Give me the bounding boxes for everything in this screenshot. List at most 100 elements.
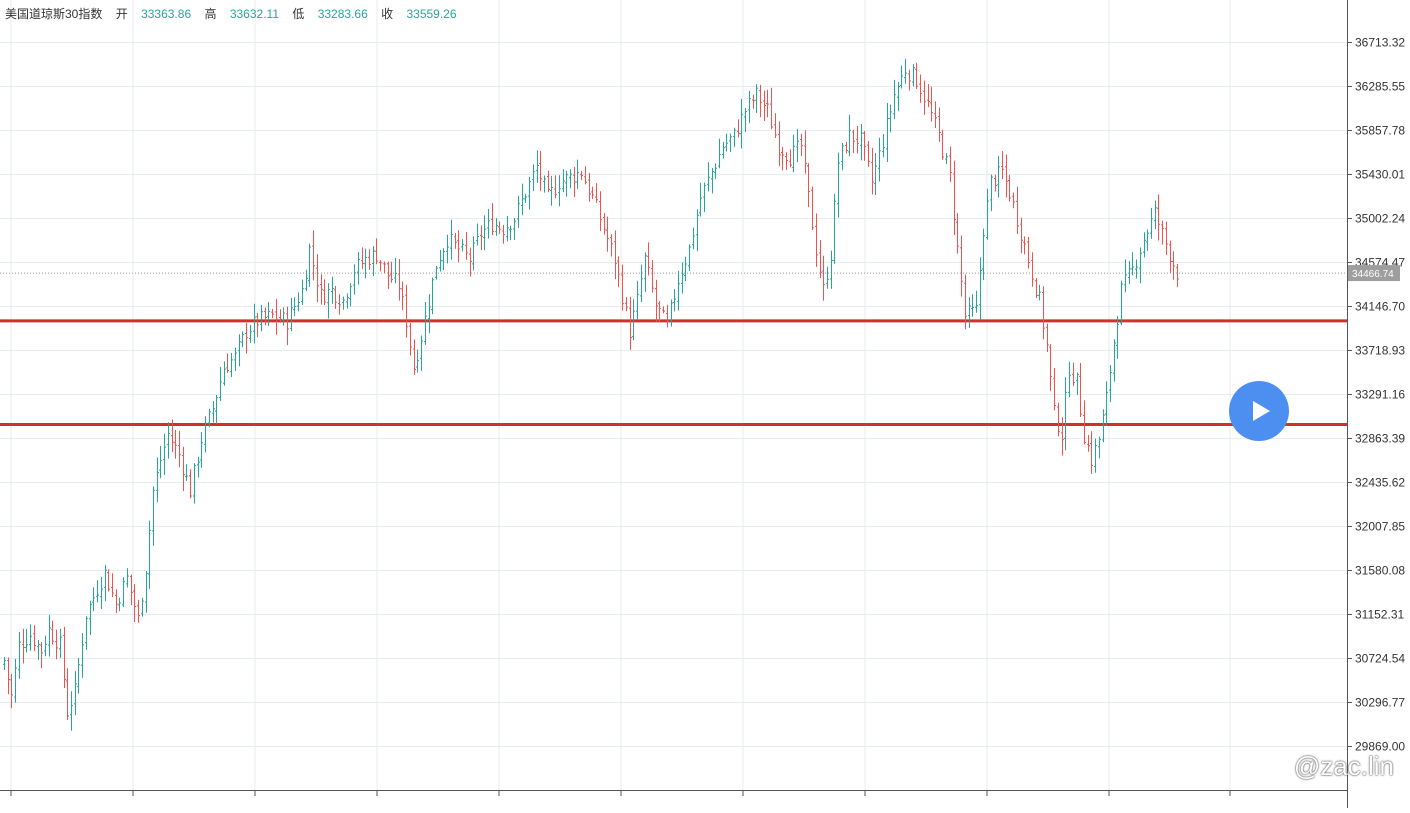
ohlc-bar: [1049, 344, 1052, 392]
ohlc-bar: [655, 279, 658, 322]
ohlc-bar: [115, 589, 118, 614]
ohlc-bar: [1113, 339, 1116, 382]
ohlc-bar: [897, 82, 900, 112]
ohlc-bar: [122, 577, 125, 607]
ohlc-bar: [696, 209, 699, 252]
ohlc-bar: [636, 280, 639, 320]
ohlc-bar: [830, 250, 833, 289]
ohlc-bar: [770, 87, 773, 130]
ohlc-bar: [55, 629, 58, 660]
ohlc-bar: [606, 216, 609, 252]
low-label: 低: [292, 7, 305, 21]
ohlc-bar: [867, 140, 870, 167]
ohlc-bar: [509, 225, 512, 241]
ohlc-bar: [964, 274, 967, 330]
ohlc-bar: [807, 163, 810, 208]
play-button[interactable]: [1229, 381, 1289, 441]
ohlc-bar: [792, 134, 795, 173]
ohlc-bar: [1124, 259, 1127, 293]
ohlc-bar: [521, 183, 524, 216]
ohlc-bar: [1072, 362, 1075, 387]
ohlc-bar: [614, 230, 617, 280]
ohlc-bar: [800, 133, 803, 157]
ohlc-bar: [107, 569, 110, 592]
ohlc-bar: [1157, 194, 1160, 241]
ohlc-bar: [640, 264, 643, 303]
ohlc-bar: [316, 254, 319, 303]
ohlc-bar: [394, 258, 397, 284]
ohlc-bar: [610, 234, 613, 257]
ohlc-bar: [532, 164, 535, 192]
ohlc-bar: [96, 580, 99, 603]
ohlc-bar: [1165, 221, 1168, 256]
ohlc-bar: [264, 307, 267, 326]
ohlc-bar: [1176, 264, 1179, 288]
ohlc-bar: [588, 172, 591, 202]
ohlc-bar: [1094, 438, 1097, 473]
ohlc-bar: [673, 289, 676, 312]
ohlc-bar: [364, 248, 367, 279]
ohlc-bar: [260, 304, 263, 332]
watermark-text: @zac.lin: [1293, 751, 1394, 781]
ohlc-bar: [848, 114, 851, 157]
ohlc-bar: [1008, 174, 1011, 202]
ohlc-bar: [804, 130, 807, 174]
ohlc-bar: [241, 331, 244, 348]
ohlc-bar: [692, 227, 695, 250]
ohlc-bar: [517, 195, 520, 229]
ohlc-bar: [874, 153, 877, 195]
open-value: 33363.86: [141, 7, 192, 21]
ohlc-bar: [934, 101, 937, 128]
ohlc-bar: [565, 170, 568, 197]
ohlc-bar: [576, 159, 579, 190]
ohlc-bar: [383, 261, 386, 274]
ohlc-bar: [889, 104, 892, 133]
ohlc-bar: [737, 119, 740, 138]
ohlc-bar: [1146, 229, 1149, 251]
ohlc-bar: [66, 668, 69, 721]
ohlc-bar: [718, 138, 721, 169]
ohlc-bar: [390, 261, 393, 283]
ohlc-bar: [997, 155, 1000, 198]
ohlc-bar: [491, 203, 494, 236]
ohlc-bar: [562, 169, 565, 193]
ohlc-bar: [904, 58, 907, 84]
ohlc-bar: [863, 130, 866, 161]
ohlc-bar: [409, 322, 412, 356]
ohlc-bar: [163, 433, 166, 475]
ohlc-bar: [495, 218, 498, 236]
ohlc-bar: [886, 103, 889, 163]
ohlc-bar: [323, 279, 326, 306]
ohlc-bar: [550, 175, 553, 206]
ohlc-bar: [1105, 381, 1108, 426]
ohlc-bar: [349, 283, 352, 307]
ohlc-bar: [100, 576, 103, 609]
ohlc-bar: [617, 256, 620, 288]
ohlc-bar: [416, 349, 419, 373]
ohlc-bar: [766, 89, 769, 118]
ohlc-bar: [238, 334, 241, 367]
ohlc-bar: [200, 432, 203, 468]
ohlc-bar: [305, 269, 308, 291]
ohlc-bar: [1083, 400, 1086, 445]
ohlc-bar: [1023, 236, 1026, 255]
y-tick-label: 36285.55: [1355, 80, 1405, 94]
ohlc-bar: [1139, 247, 1142, 284]
ohlc-bar: [338, 294, 341, 315]
ohlc-bar: [956, 213, 959, 254]
ohlc-bar: [368, 249, 371, 270]
ohlc-bar: [882, 133, 885, 158]
ohlc-bar: [469, 247, 472, 277]
y-tick-label: 30724.54: [1355, 652, 1405, 666]
ohlc-bar: [1090, 431, 1093, 474]
ohlc-bar: [18, 631, 21, 679]
ohlc-bar: [893, 79, 896, 120]
ohlc-bar: [346, 293, 349, 309]
ohlc-bar: [308, 243, 311, 287]
ohlc-bar: [22, 628, 25, 664]
y-tick-label: 31152.31: [1355, 608, 1404, 622]
ohlc-bar: [342, 296, 345, 310]
ohlc-bar: [684, 256, 687, 282]
ohlc-bar: [435, 265, 438, 280]
ohlc-bar: [915, 62, 918, 89]
